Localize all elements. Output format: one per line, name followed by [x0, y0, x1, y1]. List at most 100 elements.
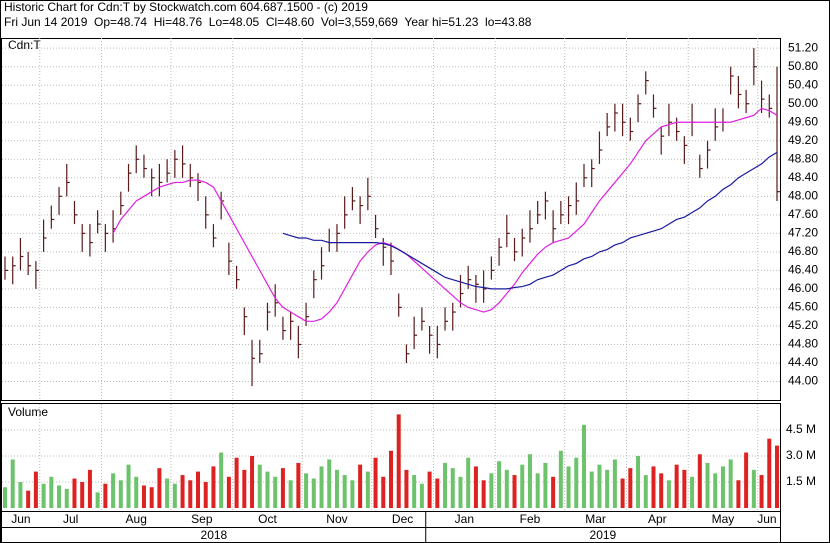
- moving-average: [112, 107, 778, 322]
- volume-bar: [690, 476, 695, 508]
- volume-bar: [450, 468, 455, 508]
- y-tick-label: 48.80: [788, 151, 818, 165]
- volume-bar: [141, 485, 146, 508]
- chart-title: Historic Chart for Cdn:T by Stockwatch.c…: [4, 0, 368, 14]
- y-tick-label: 49.60: [788, 114, 818, 128]
- y-tick-label: 47.60: [788, 207, 818, 221]
- volume-bar: [389, 450, 393, 508]
- volume-bar: [327, 459, 332, 508]
- volume-bar: [458, 476, 463, 508]
- y-tick-label: 46.40: [788, 263, 818, 277]
- volume-bar: [682, 469, 687, 508]
- volume-bar: [697, 454, 702, 508]
- y-tick-label: 48.40: [788, 170, 818, 184]
- volume-bar: [728, 459, 733, 508]
- volume-bar: [381, 476, 386, 508]
- volume-bar: [26, 490, 31, 508]
- volume-bar: [775, 445, 779, 508]
- volume-bar: [157, 468, 162, 508]
- x-tick-label: Dec: [392, 512, 413, 526]
- volume-bar: [64, 488, 69, 508]
- volume-bar: [751, 469, 756, 508]
- volume-bar: [497, 461, 502, 508]
- volume-bar: [659, 473, 664, 508]
- price-panel: [1, 38, 781, 401]
- volume-bar: [10, 459, 15, 508]
- volume-bar: [713, 473, 718, 508]
- x-tick-label: Nov: [326, 512, 347, 526]
- volume-bar: [520, 464, 525, 508]
- volume-bar: [203, 482, 208, 508]
- volume-label: Volume: [8, 405, 48, 419]
- volume-bar: [535, 473, 540, 508]
- x-tick-label: Aug: [126, 512, 147, 526]
- volume-bar: [744, 452, 749, 508]
- volume-bar: [404, 469, 409, 508]
- volume-bar: [427, 471, 432, 508]
- volume-bar: [589, 471, 594, 508]
- moving-average: [282, 151, 778, 290]
- x-tick-label: Feb: [520, 512, 541, 526]
- volume-bar: [651, 466, 656, 508]
- volume-bar: [558, 450, 563, 508]
- volume-bar: [288, 480, 293, 508]
- volume-bar: [111, 473, 116, 508]
- volume-bar: [473, 466, 478, 508]
- x-tick-label: Oct: [258, 512, 277, 526]
- volume-bar: [612, 459, 617, 508]
- y-tick-label: 51.20: [788, 40, 818, 54]
- year-label: 2018: [201, 528, 228, 542]
- volume-bar: [296, 462, 301, 508]
- volume-bar: [597, 464, 602, 508]
- y-tick-label: 46.80: [788, 244, 818, 258]
- x-tick-label: Jun: [757, 512, 776, 526]
- volume-bar: [172, 483, 177, 508]
- volume-bar: [87, 469, 92, 508]
- volume-bar: [551, 476, 556, 508]
- volume-bar: [126, 464, 131, 508]
- volume-bar: [720, 466, 725, 508]
- volume-bar: [304, 473, 309, 508]
- volume-bar: [365, 471, 370, 508]
- y-tick-label: 45.20: [788, 318, 818, 332]
- x-tick-label: Jul: [63, 512, 78, 526]
- volume-bar: [41, 483, 46, 508]
- volume-bar: [342, 475, 347, 508]
- volume-bar: [605, 469, 610, 508]
- volume-bar: [435, 478, 440, 508]
- volume-bar: [582, 424, 586, 508]
- y-tick-label: 50.80: [788, 59, 818, 73]
- y-tick-label: 44.00: [788, 374, 818, 388]
- y-tick-label: 44.40: [788, 355, 818, 369]
- volume-bar: [33, 471, 38, 508]
- volume-bar: [412, 475, 417, 508]
- y-tick-label: 3.0 M: [786, 448, 816, 462]
- volume-bar: [512, 475, 517, 508]
- volume-bar: [759, 475, 764, 508]
- volume-bar: [242, 469, 247, 508]
- volume-bar: [334, 469, 339, 508]
- volume-bar: [574, 457, 579, 508]
- volume-bar: [489, 473, 494, 508]
- volume-bar: [566, 466, 571, 508]
- y-tick-label: 50.40: [788, 77, 818, 91]
- y-tick-label: 50.00: [788, 96, 818, 110]
- volume-bar: [419, 483, 424, 508]
- x-tick-label: Sep: [191, 512, 213, 526]
- volume-bar: [280, 468, 285, 508]
- volume-bar: [18, 482, 23, 508]
- y-tick-label: 4.5 M: [786, 422, 816, 436]
- volume-bar: [257, 464, 262, 508]
- volume-bar: [149, 487, 154, 508]
- volume-bar: [57, 485, 62, 508]
- volume-bar: [311, 478, 316, 508]
- chart-subtitle: Fri Jun 14 2019 Op=48.74 Hi=48.76 Lo=48.…: [4, 15, 532, 29]
- x-tick-label: Mar: [585, 512, 606, 526]
- volume-bar: [527, 454, 532, 508]
- y-tick-label: 44.80: [788, 337, 818, 351]
- volume-bar: [226, 476, 231, 508]
- symbol-label: Cdn:T: [8, 38, 41, 52]
- volume-bar: [118, 480, 123, 508]
